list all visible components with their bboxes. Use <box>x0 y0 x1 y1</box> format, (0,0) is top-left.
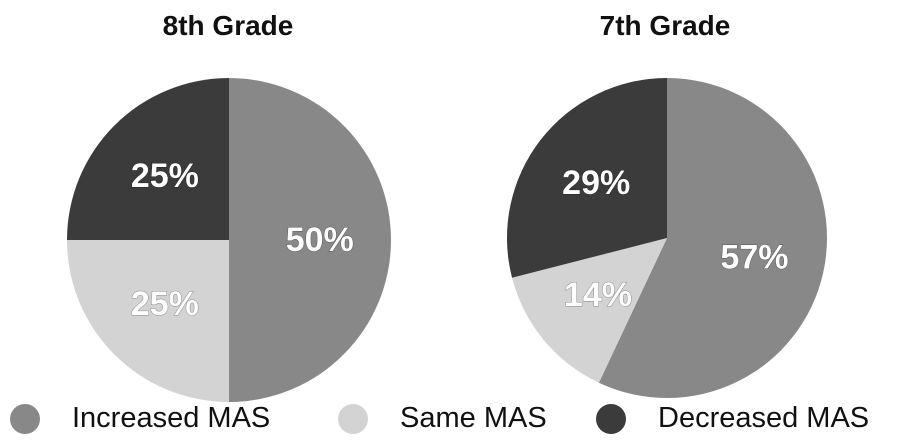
pie-slice-7th-grade-same-mas <box>512 238 667 383</box>
chart-title-7th-grade: 7th Grade <box>599 10 731 41</box>
legend-swatch-increased-mas <box>10 403 40 434</box>
pie-slice-8th-grade-increased-mas <box>229 78 391 402</box>
pie-slice-8th-grade-decreased-mas <box>67 78 229 240</box>
chart-title-8th-grade: 8th Grade <box>162 10 294 41</box>
legend-swatch-same-mas <box>338 403 368 434</box>
legend-item-decreased-mas: Decreased MAS <box>596 402 869 435</box>
legend-label-same-mas: Same MAS <box>400 402 547 434</box>
data-label-7th-grade-same-mas: 14% <box>564 276 632 314</box>
data-label-8th-grade-decreased-mas: 25% <box>131 157 199 195</box>
pie-slice-7th-grade-increased-mas <box>598 78 827 398</box>
pie-slice-7th-grade-decreased-mas <box>506 78 667 278</box>
legend-swatch-decreased-mas <box>596 403 626 434</box>
legend-label-increased-mas: Increased MAS <box>72 402 271 434</box>
data-label-8th-grade-same-mas: 25% <box>131 285 199 323</box>
data-label-7th-grade-decreased-mas: 29% <box>562 164 630 202</box>
legend-item-same-mas: Same MAS <box>338 402 547 435</box>
legend: Increased MAS Same MAS Decreased MAS <box>0 402 904 442</box>
data-label-8th-grade-increased-mas: 50% <box>286 221 354 259</box>
pie-charts-canvas: 50% 25% 25% 57% 14% 29% <box>67 78 827 402</box>
data-label-7th-grade-increased-mas: 57% <box>720 239 788 277</box>
legend-label-decreased-mas: Decreased MAS <box>658 402 870 434</box>
legend-item-increased-mas: Increased MAS <box>10 402 270 435</box>
pie-slice-8th-grade-same-mas <box>67 240 229 402</box>
